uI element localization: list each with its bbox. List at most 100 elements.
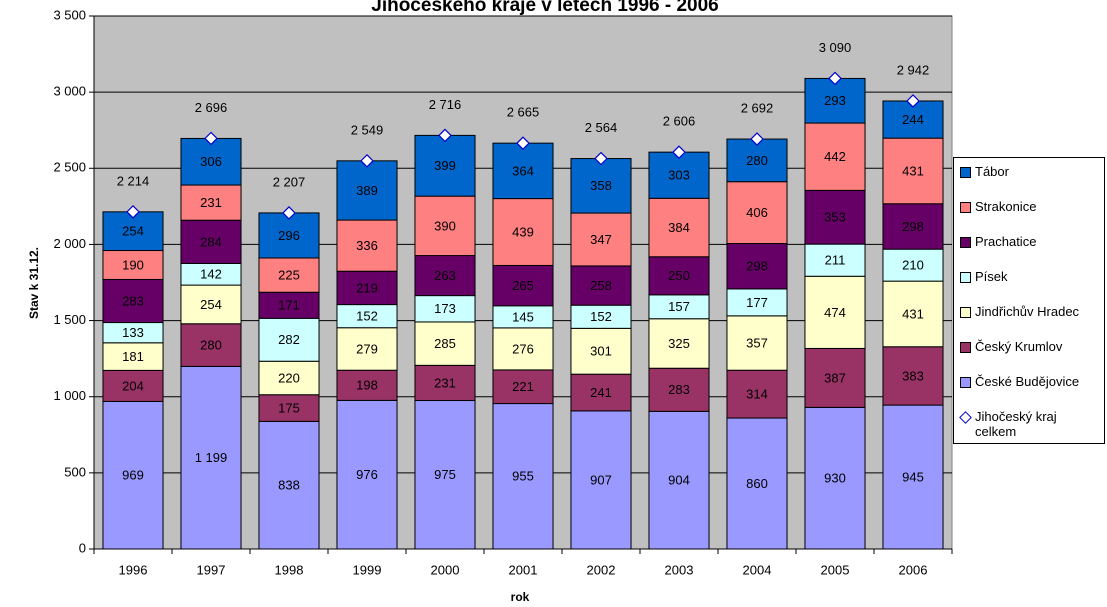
total-marker <box>906 94 920 108</box>
data-label: 358 <box>590 178 612 193</box>
data-label: 301 <box>590 344 612 359</box>
bar-segment <box>258 212 320 259</box>
data-label: 325 <box>668 336 690 351</box>
data-label: 347 <box>590 232 612 247</box>
legend-item: Písek <box>958 269 1100 304</box>
legend-swatch <box>960 202 971 213</box>
bar-segment <box>648 318 710 369</box>
bar-segment <box>804 243 866 277</box>
total-label: 3 090 <box>819 40 852 55</box>
bar-segment <box>648 410 710 550</box>
data-label: 133 <box>122 325 144 340</box>
x-tick-label: 1996 <box>119 562 148 577</box>
y-axis-label: Stav k 31.12. <box>27 247 41 319</box>
data-label: 220 <box>278 370 300 385</box>
legend-item: Strakonice <box>958 199 1100 234</box>
data-label: 171 <box>278 298 300 313</box>
bar-segment <box>492 327 554 371</box>
data-label: 357 <box>746 335 768 350</box>
total-label: 2 606 <box>663 114 696 129</box>
bar-segment <box>180 365 242 550</box>
data-label: 364 <box>512 163 534 178</box>
x-axis-label: rok <box>511 590 530 604</box>
data-label: 303 <box>668 168 690 183</box>
bar-segment <box>882 203 944 250</box>
data-label: 152 <box>590 309 612 324</box>
bar-segment <box>570 373 632 412</box>
data-label: 276 <box>512 341 534 356</box>
y-tick-label: 3 000 <box>53 84 86 99</box>
bar-segment <box>726 243 788 290</box>
data-label: 283 <box>668 382 690 397</box>
bar-segment <box>804 122 866 191</box>
legend-item: Český Krumlov <box>958 339 1100 374</box>
total-marker <box>126 204 140 219</box>
data-label: 389 <box>356 183 378 198</box>
x-tick-label: 2000 <box>431 562 460 577</box>
bar-segment <box>804 406 866 550</box>
x-tick-label: 1999 <box>353 562 382 577</box>
bar-segment <box>258 317 320 362</box>
bar-segment <box>102 278 164 324</box>
bar-segment <box>804 275 866 349</box>
bar-segment <box>180 137 242 186</box>
bar-segment <box>804 347 866 408</box>
bar-segment <box>726 315 788 371</box>
data-label: 231 <box>434 375 456 390</box>
data-label: 387 <box>824 370 846 385</box>
total-label: 2 549 <box>351 122 384 137</box>
data-label: 210 <box>902 258 924 273</box>
bar-segment <box>648 151 710 199</box>
legend-swatch <box>960 377 971 388</box>
total-marker <box>828 71 842 86</box>
data-label: 306 <box>200 154 222 169</box>
data-label: 211 <box>825 253 846 268</box>
bar-segment <box>882 346 944 406</box>
bar-segment <box>492 142 554 200</box>
data-label: 314 <box>746 387 768 402</box>
data-label: 152 <box>356 309 378 324</box>
bar-segment <box>570 158 632 214</box>
data-label: 930 <box>824 471 846 486</box>
data-label: 975 <box>434 467 456 482</box>
legend-label: Prachatice <box>975 234 1037 249</box>
bar-segment <box>102 369 164 402</box>
data-label: 431 <box>902 306 924 321</box>
legend-swatch <box>960 272 971 283</box>
bar-segment <box>570 265 632 306</box>
total-marker <box>516 136 530 151</box>
x-tick-label: 2006 <box>899 562 928 577</box>
data-label: 231 <box>200 195 222 210</box>
data-label: 1 199 <box>195 450 228 465</box>
y-tick-label: 1 000 <box>53 388 86 403</box>
bar-segment <box>336 399 398 550</box>
legend-item: Tábor <box>958 164 1100 199</box>
bar-segment <box>648 197 710 258</box>
x-tick-label: 1997 <box>197 562 226 577</box>
legend-label: Písek <box>975 269 1008 284</box>
data-label: 406 <box>746 205 768 220</box>
x-tick-label: 2005 <box>821 562 850 577</box>
x-tick-label: 2001 <box>509 562 538 577</box>
data-label: 293 <box>824 93 846 108</box>
bar-segment <box>570 410 632 550</box>
bar-segment <box>414 134 476 197</box>
bar-segment <box>336 327 398 371</box>
data-label: 285 <box>434 336 456 351</box>
total-marker <box>282 206 296 220</box>
y-tick-label: 0 <box>79 540 86 555</box>
data-label: 399 <box>434 158 456 173</box>
total-label: 2 564 <box>585 120 618 135</box>
bar-segment <box>492 369 554 405</box>
data-label: 258 <box>590 278 612 293</box>
x-tick-label: 2004 <box>743 562 772 577</box>
x-tick-label: 2003 <box>665 562 694 577</box>
bar-segment <box>414 321 476 366</box>
total-marker <box>438 128 452 143</box>
legend: Tábor Strakonice Prachatice Písek Jindřichův… <box>953 157 1105 444</box>
bar-segment <box>726 138 788 183</box>
data-label: 204 <box>122 378 144 393</box>
data-label: 955 <box>512 469 534 484</box>
bar-segment <box>180 284 242 325</box>
